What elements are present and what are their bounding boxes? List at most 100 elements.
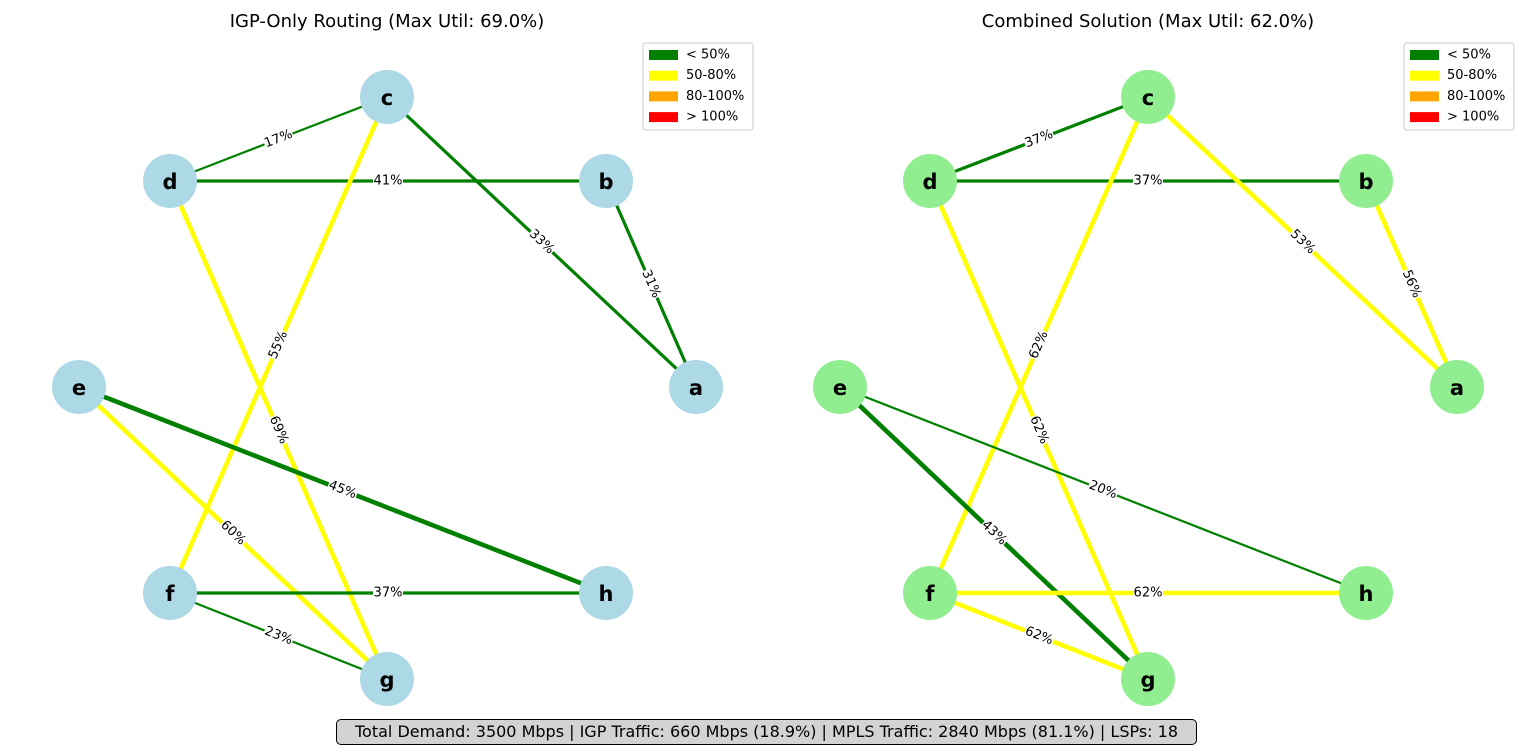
node-circle — [1121, 70, 1175, 124]
panel-title: IGP-Only Routing (Max Util: 69.0%) — [230, 11, 545, 32]
summary-footer: Total Demand: 3500 Mbps | IGP Traffic: 6… — [336, 719, 1197, 745]
node-label: d — [922, 170, 937, 194]
node-label: g — [1140, 668, 1155, 692]
node-label: c — [1142, 86, 1154, 110]
node-circle — [1339, 566, 1393, 620]
edge-label-c-f: 55% — [264, 327, 293, 363]
edge-label-background — [1024, 412, 1054, 448]
edge-label-f-h: 62% — [1133, 584, 1163, 602]
node-circle — [669, 360, 723, 414]
node-circle — [360, 70, 414, 124]
edge-label-background — [1133, 172, 1163, 190]
nodes: a b c d e f g h — [52, 70, 723, 706]
node-circle — [360, 652, 414, 706]
edge-label-b-a: 56% — [1397, 266, 1426, 302]
legend-frame — [1403, 42, 1515, 131]
node-circle — [903, 154, 957, 208]
node-a: a — [1430, 360, 1484, 414]
legend-label: < 50% — [686, 48, 730, 63]
edge-label-d-b: 41% — [373, 172, 403, 190]
node-g: g — [360, 652, 414, 706]
node-circle — [903, 566, 957, 620]
node-b: b — [579, 154, 633, 208]
legend-label: 50-80% — [686, 68, 736, 83]
nodes: a b c d e f g h — [813, 70, 1484, 706]
legend-label: < 50% — [1447, 48, 1491, 63]
node-g: g — [1121, 652, 1175, 706]
node-c: c — [1121, 70, 1175, 124]
node-h: h — [579, 566, 633, 620]
panel-title: Combined Solution (Max Util: 62.0%) — [982, 11, 1314, 32]
legend-item: > 100% — [649, 110, 738, 125]
legend-swatch — [1410, 70, 1439, 81]
edge-label-background — [524, 225, 559, 259]
node-b: b — [1339, 154, 1393, 208]
node-label: f — [925, 582, 935, 606]
edge-label-f-g: 62% — [1021, 622, 1057, 650]
node-label: h — [599, 582, 614, 606]
legend-label: > 100% — [1447, 110, 1499, 125]
legend-swatch — [649, 70, 678, 81]
node-a: a — [669, 360, 723, 414]
node-label: a — [689, 376, 703, 400]
node-e: e — [813, 360, 867, 414]
legend-frame — [642, 42, 754, 131]
node-label: b — [1358, 170, 1373, 194]
node-circle — [1430, 360, 1484, 414]
legend-item: 80-100% — [1410, 89, 1505, 104]
edge-label-background — [1024, 327, 1054, 363]
legend-swatch — [1410, 50, 1439, 60]
combined-panel: Combined Solution (Max Util: 62.0%) 37% 37… — [813, 11, 1515, 706]
edge-label-background — [264, 327, 293, 363]
edge-label-e-h: 45% — [325, 476, 360, 504]
legend-item: < 50% — [649, 48, 730, 63]
node-label: e — [833, 376, 847, 400]
edge-label-background — [373, 584, 403, 602]
legend-item: 50-80% — [649, 68, 736, 83]
node-d: d — [143, 154, 197, 208]
node-circle — [52, 360, 106, 414]
legend: < 50% 50-80% 80-100% > 100% — [1403, 42, 1515, 131]
legend-swatch — [649, 112, 678, 123]
node-label: a — [1450, 376, 1464, 400]
node-label: f — [165, 582, 175, 606]
legend-item: 80-100% — [649, 89, 744, 104]
edge-label-d-g: 69% — [264, 412, 293, 448]
node-e: e — [52, 360, 106, 414]
edge-label-background — [325, 476, 360, 504]
edge-label-text: 41% — [374, 174, 403, 189]
edge-label-background — [1285, 225, 1320, 259]
edge-label-f-h: 37% — [373, 584, 403, 602]
legend-item: 50-80% — [1410, 68, 1497, 83]
edge-label-d-b: 37% — [1133, 172, 1163, 190]
node-d: d — [903, 154, 957, 208]
edge-label-background — [1021, 125, 1057, 153]
edge-label-e-h: 20% — [1085, 476, 1121, 504]
node-label: d — [162, 170, 177, 194]
edge-label-background — [264, 412, 293, 448]
node-label: b — [598, 170, 613, 194]
edge-label-text: 37% — [374, 586, 403, 601]
legend: < 50% 50-80% 80-100% > 100% — [642, 42, 754, 131]
legend-swatch — [649, 50, 678, 60]
node-circle — [813, 360, 867, 414]
edge-label-background — [1133, 584, 1163, 602]
node-circle — [1121, 652, 1175, 706]
legend-item: < 50% — [1410, 48, 1491, 63]
legend-item: > 100% — [1410, 110, 1499, 125]
edge-label-d-c: 37% — [1021, 125, 1057, 153]
legend-swatch — [649, 91, 678, 102]
legend-label: > 100% — [686, 110, 738, 125]
edge-label-f-g: 23% — [261, 622, 296, 650]
legend-swatch — [1410, 91, 1439, 102]
edge-label-background — [261, 622, 296, 650]
edge-label-text: 37% — [1134, 174, 1163, 189]
legend-label: 80-100% — [686, 89, 744, 104]
edge-label-background — [1085, 476, 1121, 504]
node-circle — [579, 566, 633, 620]
node-f: f — [143, 566, 197, 620]
edge-label-d-g: 62% — [1024, 412, 1054, 448]
igp-panel: IGP-Only Routing (Max Util: 69.0%) 17% 41%… — [52, 11, 754, 706]
node-circle — [579, 154, 633, 208]
